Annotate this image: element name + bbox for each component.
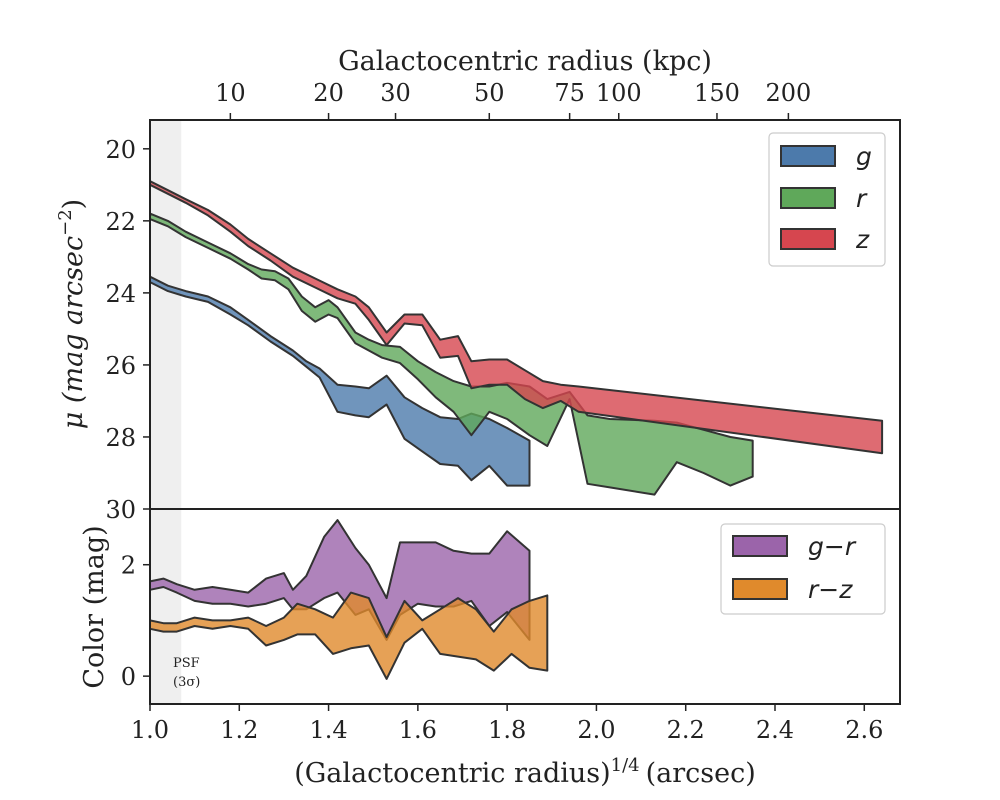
x-tick-label: 1.6 xyxy=(399,716,437,744)
x-tick-label: 2.4 xyxy=(756,716,794,744)
psf-band-rect-top xyxy=(150,120,182,509)
mu-axis-label-superscript: −2 xyxy=(55,209,76,236)
psf-band-rect-bottom xyxy=(150,509,182,704)
psf-annotation-line2: (3σ) xyxy=(173,675,200,690)
color-tick-label: 0 xyxy=(121,663,136,691)
x-tick-label: 1.0 xyxy=(131,716,169,744)
legend-swatch-r-z xyxy=(732,578,788,600)
band-r-z xyxy=(149,591,549,680)
x-tick-label: 2.0 xyxy=(577,716,615,744)
top-tick-label: 50 xyxy=(474,79,505,107)
band-z xyxy=(149,180,884,455)
psf-band-top xyxy=(150,120,182,509)
legend-swatch-g xyxy=(780,145,836,167)
top-tick-label: 75 xyxy=(554,79,585,107)
legend-swatch-g-r xyxy=(732,535,788,557)
x-tick-label: 2.2 xyxy=(667,716,705,744)
x-tick-label: 2.6 xyxy=(845,716,883,744)
mu-tick-label: 28 xyxy=(105,424,136,452)
mu-tick-label: 26 xyxy=(105,352,136,380)
color-axis-label: Color (mag) xyxy=(79,525,110,688)
x-axis-label-superscript: 1/4 xyxy=(611,755,640,776)
x-tick-label: 1.4 xyxy=(309,716,347,744)
top-tick-label: 30 xyxy=(380,79,411,107)
color-areas xyxy=(149,519,549,680)
color-tick-label: 2 xyxy=(121,552,136,580)
mu-tick-label: 20 xyxy=(105,136,136,164)
mu-axis-label-main: μ (mag arcsec xyxy=(58,236,89,429)
x-axis-label-unit: (arcsec) xyxy=(646,758,756,789)
x-axis-label-main: (Galactocentric radius) xyxy=(294,758,610,789)
bottom-panel-frame xyxy=(149,508,901,705)
mu-tick-label: 24 xyxy=(105,280,136,308)
mu-axis-ticks: 20 22 24 26 28 30 xyxy=(105,136,150,524)
top-tick-label: 200 xyxy=(765,79,811,107)
mu-axis-label: μ (mag arcsec−2) xyxy=(55,199,89,429)
top-tick-label: 100 xyxy=(596,79,642,107)
legend-label-r-z: r−z xyxy=(808,575,853,604)
top-tick-label: 20 xyxy=(313,79,344,107)
top-tick-label: 10 xyxy=(215,79,246,107)
x-axis-ticks: 1.0 1.2 1.4 1.6 1.8 2.0 2.2 2.4 2.6 xyxy=(131,704,883,744)
legend-label-g-r: g−r xyxy=(808,532,857,561)
top-tick-label: 150 xyxy=(694,79,740,107)
mu-tick-label: 30 xyxy=(105,496,136,524)
psf-band-bottom xyxy=(150,509,182,704)
legend-label-z: z xyxy=(855,225,870,254)
top-axis-label: Galactocentric radius (kpc) xyxy=(338,46,712,77)
legend-swatch-z xyxy=(780,228,836,250)
color-axis-ticks: 02 xyxy=(121,552,150,691)
legend-label-r: r xyxy=(856,184,868,213)
bottom-legend: g−r r−z xyxy=(720,523,886,615)
x-axis-label: (Galactocentric radius)1/4 (arcsec) xyxy=(294,755,756,789)
band-r xyxy=(149,212,754,496)
legend-label-g: g xyxy=(856,142,872,171)
surface-brightness-areas xyxy=(149,180,884,496)
mu-tick-label: 22 xyxy=(105,208,136,236)
legend-swatch-r xyxy=(780,187,836,209)
x-tick-label: 1.8 xyxy=(488,716,526,744)
psf-annotation-line1: PSF xyxy=(173,656,200,671)
mu-axis-label-close: ) xyxy=(58,199,89,210)
top-kpc-axis-ticks: 10 20 30 50 75 100 150 200 xyxy=(215,79,811,120)
x-tick-label: 1.2 xyxy=(220,716,258,744)
top-legend: g r z xyxy=(768,132,886,267)
band-g xyxy=(149,275,531,487)
